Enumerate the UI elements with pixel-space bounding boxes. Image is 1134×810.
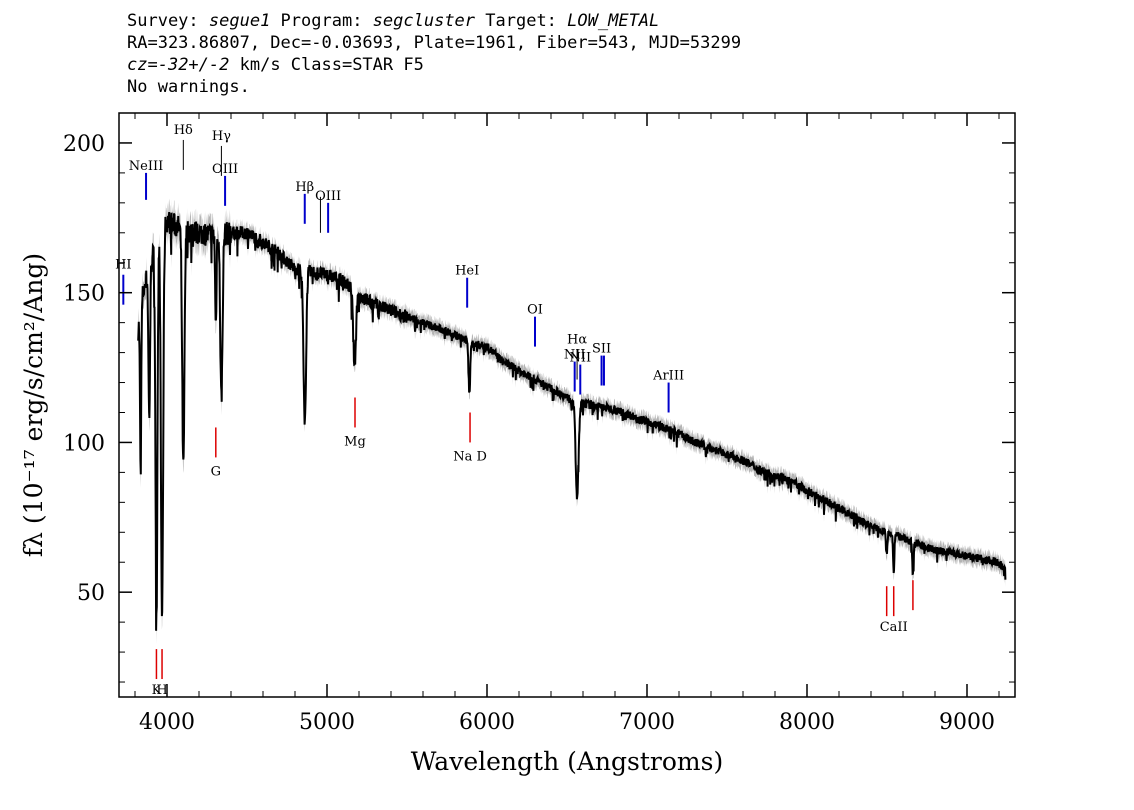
- x-tick-label: 6000: [459, 710, 515, 735]
- y-tick-label: 200: [63, 132, 105, 157]
- x-tick-label: 5000: [299, 710, 355, 735]
- absorption-line-label: CaII: [880, 620, 908, 635]
- header-line-warnings: No warnings.: [127, 77, 250, 97]
- header-line-survey: Survey: segue1 Program: segcluster Targe…: [127, 10, 741, 32]
- program-value: segcluster: [372, 11, 476, 31]
- plot-frame: [118, 112, 1016, 698]
- error-band-layer: [138, 198, 1006, 645]
- emission-line-label: NII: [564, 348, 586, 363]
- emission-line-label: OIII: [212, 162, 238, 177]
- plot-header: Survey: segue1 Program: segcluster Targe…: [127, 10, 741, 98]
- spectrum-layer: [137, 212, 1007, 631]
- absorption-line-label: G: [211, 464, 221, 479]
- x-tick-label: 7000: [619, 710, 675, 735]
- y-tick-label: 50: [77, 581, 105, 606]
- survey-label: Survey:: [127, 11, 209, 31]
- cz-symbol: cz: [127, 55, 148, 75]
- header-line-redshift: cz=-32+/-2 km/s Class=STAR F5: [127, 54, 741, 76]
- header-line-coordinates: RA=323.86807, Dec=-0.03693, Plate=1961, …: [127, 33, 742, 53]
- emission-line-label: OI: [527, 303, 543, 318]
- target-label: Target:: [475, 11, 568, 31]
- survey-value: segue1: [208, 11, 271, 31]
- emission-line-label: Hγ: [212, 129, 231, 144]
- emission-line-label: NII: [569, 351, 591, 366]
- target-value: LOW_METAL: [567, 11, 660, 31]
- spectrum-line: [137, 212, 1007, 631]
- absorption-line-label: K: [152, 683, 162, 698]
- y-tick-label: 150: [63, 282, 105, 307]
- error-band: [138, 198, 1006, 645]
- x-tick-label: 4000: [139, 710, 195, 735]
- x-axis-title: Wavelength (Angstroms): [411, 747, 723, 776]
- y-tick-label: 100: [63, 431, 105, 456]
- emission-line-label: SII: [592, 342, 611, 357]
- class-text: km/s Class=STAR F5: [229, 55, 424, 75]
- absorption-line-label: H: [156, 683, 167, 698]
- x-tick-label: 8000: [779, 710, 835, 735]
- emission-line-label: OIII: [315, 189, 341, 204]
- absorption-line-label: Na D: [453, 449, 487, 464]
- cz-value: =-32+/-2: [147, 55, 230, 75]
- emission-line-label: Hδ: [174, 123, 193, 138]
- emission-line-label: HI: [115, 258, 131, 273]
- emission-line-label: Hβ: [295, 180, 314, 195]
- axis-ticks: 4000 5000 6000 7000 8000 9000 50 100 150 200: [63, 112, 1015, 735]
- emission-line-label: NeIII: [129, 159, 163, 174]
- absorption-line-label: Mg: [344, 434, 366, 449]
- y-axis-title: fλ (10⁻¹⁷ erg/s/cm²/Ang): [19, 253, 48, 557]
- program-label: Program:: [270, 11, 373, 31]
- emission-line-label: HeI: [455, 264, 479, 279]
- emission-line-label: ArIII: [652, 369, 684, 384]
- x-tick-label: 9000: [939, 710, 995, 735]
- emission-line-label: Hα: [567, 333, 587, 348]
